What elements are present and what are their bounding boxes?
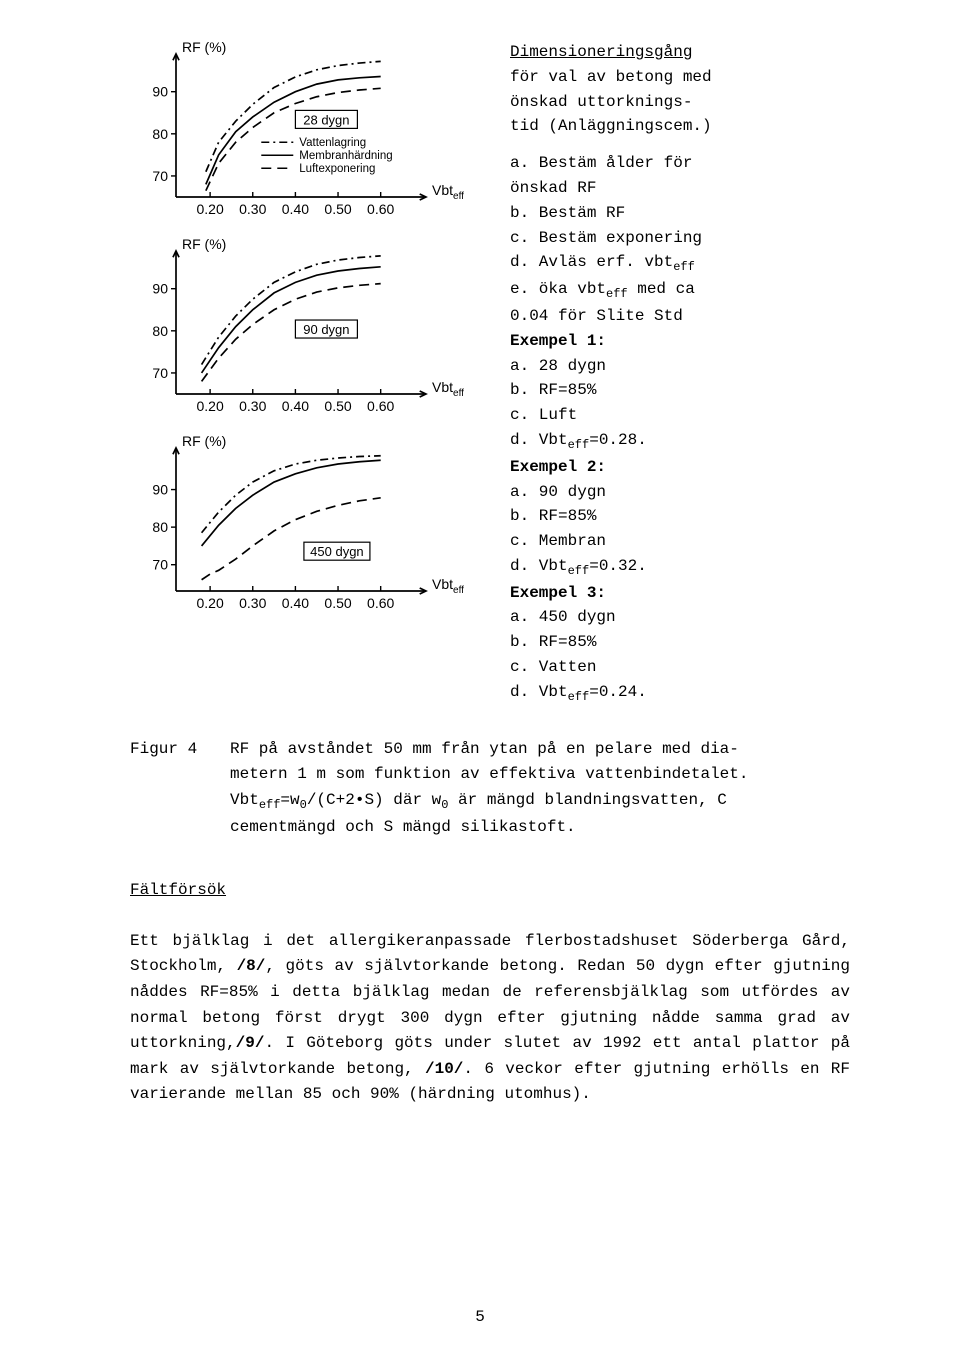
svg-text:RF (%): RF (%)	[182, 433, 226, 449]
side-text: Dimensioneringsgång för val av betong me…	[500, 40, 850, 707]
exempel-1-hd: Exempel 1:	[510, 329, 850, 354]
text-line: b. RF=85%	[510, 504, 850, 529]
svg-text:0.50: 0.50	[324, 595, 351, 611]
exempel-3-hd: Exempel 3:	[510, 581, 850, 606]
intro-line: för val av betong med	[510, 65, 850, 90]
svg-text:0.60: 0.60	[367, 201, 394, 217]
svg-text:80: 80	[152, 126, 168, 142]
svg-text:90: 90	[152, 281, 168, 297]
text-line: c. Luft	[510, 403, 850, 428]
svg-text:Membranhärdning: Membranhärdning	[299, 150, 392, 162]
svg-text:90: 90	[152, 482, 168, 498]
svg-text:0.50: 0.50	[324, 201, 351, 217]
text-line: c. Membran	[510, 529, 850, 554]
svg-text:Vbteff: Vbteff	[432, 182, 464, 202]
svg-text:0.20: 0.20	[196, 595, 223, 611]
svg-text:0.20: 0.20	[196, 201, 223, 217]
text-line: a. 450 dygn	[510, 605, 850, 630]
svg-text:0.30: 0.30	[239, 398, 266, 414]
svg-text:0.50: 0.50	[324, 398, 351, 414]
caption-line: Vbteff=w0/(C+2•S) där w0 är mängd blandn…	[230, 788, 748, 815]
svg-text:Vbteff: Vbteff	[432, 379, 464, 399]
svg-text:0.20: 0.20	[196, 398, 223, 414]
svg-text:70: 70	[152, 557, 168, 573]
text-line: a. 90 dygn	[510, 480, 850, 505]
svg-text:90 dygn: 90 dygn	[303, 322, 349, 337]
svg-text:Vattenlagring: Vattenlagring	[299, 137, 366, 149]
svg-text:28 dygn: 28 dygn	[303, 112, 349, 127]
caption-line: metern 1 m som funktion av effektiva vat…	[230, 762, 748, 788]
svg-text:RF (%): RF (%)	[182, 236, 226, 252]
rf-charts: RF (%) 70 80 90 0.20 0.30 0.40 0.50 0.60 Vbteff 28…	[130, 40, 500, 631]
text-line: 0.04 för Slite Std	[510, 304, 850, 329]
page-number: 5	[0, 1308, 960, 1326]
exempel-2-hd: Exempel 2:	[510, 455, 850, 480]
svg-text:90: 90	[152, 84, 168, 100]
svg-text:450 dygn: 450 dygn	[310, 544, 364, 559]
figure-caption: Figur 4 RF på avståndet 50 mm från ytan …	[130, 737, 850, 841]
svg-text:0.60: 0.60	[367, 595, 394, 611]
text-line: c. Vatten	[510, 655, 850, 680]
section-heading: Fältförsök	[130, 881, 850, 899]
caption-line: cementmängd och S mängd silikastoft.	[230, 815, 748, 841]
intro-line: tid (Anläggningscem.)	[510, 114, 850, 139]
text-line: b. Bestäm RF	[510, 201, 850, 226]
svg-text:Vbteff: Vbteff	[432, 576, 464, 596]
svg-text:0.40: 0.40	[282, 398, 309, 414]
svg-text:Luftexponering: Luftexponering	[299, 163, 375, 175]
text-line: önskad RF	[510, 176, 850, 201]
text-line: b. RF=85%	[510, 630, 850, 655]
text-line: d. Vbteff=0.24.	[510, 680, 850, 707]
text-line: d. Vbteff=0.28.	[510, 428, 850, 455]
text-line: e. öka vbteff med ca	[510, 277, 850, 304]
text-line: d. Vbteff=0.32.	[510, 554, 850, 581]
svg-text:80: 80	[152, 323, 168, 339]
svg-text:0.30: 0.30	[239, 201, 266, 217]
text-line: c. Bestäm exponering	[510, 226, 850, 251]
dim-heading: Dimensioneringsgång	[510, 40, 850, 65]
svg-text:0.30: 0.30	[239, 595, 266, 611]
svg-text:0.60: 0.60	[367, 398, 394, 414]
text-line: d. Avläs erf. vbteff	[510, 250, 850, 277]
text-line: a. Bestäm ålder för	[510, 151, 850, 176]
svg-text:0.40: 0.40	[282, 595, 309, 611]
svg-text:RF (%): RF (%)	[182, 40, 226, 55]
svg-text:80: 80	[152, 519, 168, 535]
caption-line: RF på avståndet 50 mm från ytan på en pe…	[230, 737, 748, 763]
figure-number: Figur 4	[130, 737, 230, 841]
intro-line: önskad uttorknings-	[510, 90, 850, 115]
svg-text:70: 70	[152, 168, 168, 184]
text-line: a. 28 dygn	[510, 354, 850, 379]
body-paragraph: Ett bjälklag i det allergikeranpassade f…	[130, 929, 850, 1108]
svg-text:0.40: 0.40	[282, 201, 309, 217]
svg-text:70: 70	[152, 365, 168, 381]
text-line: b. RF=85%	[510, 378, 850, 403]
